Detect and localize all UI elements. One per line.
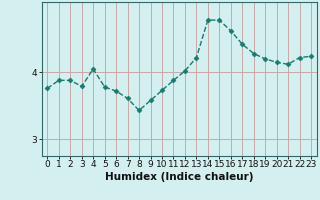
X-axis label: Humidex (Indice chaleur): Humidex (Indice chaleur)	[105, 172, 253, 182]
